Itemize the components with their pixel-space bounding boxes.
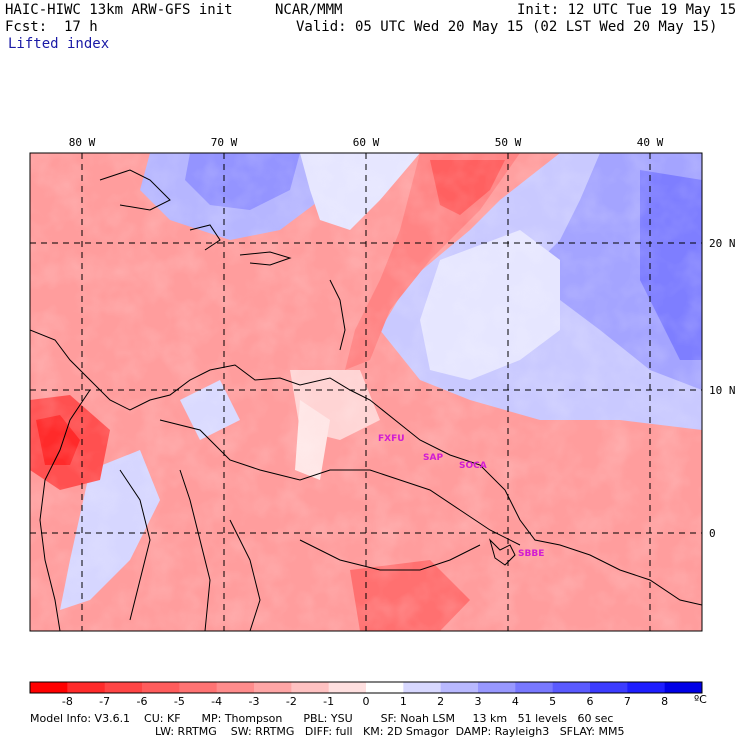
colorbar-swatch [216,682,255,693]
colorbar-tick-label: -4 [211,695,223,708]
colorbar-tick-label: 6 [586,695,594,708]
model-title: HAIC-HIWC 13km ARW-GFS init [5,2,233,18]
colorbar-swatch [552,682,591,693]
lon-label: 50 W [495,136,522,149]
colorbar-tick-label: 8 [661,695,669,708]
colorbar-swatch [30,682,68,693]
colorbar-tick-label: 1 [399,695,407,708]
colorbar-tick-label: 2 [437,695,445,708]
colorbar-swatch [440,682,479,693]
colorbar-tick-label: -7 [99,695,111,708]
colorbar-swatch [254,682,292,693]
colorbar-swatch [664,682,703,693]
colorbar-swatch [403,682,442,693]
model-info-line2: LW: RRTMG SW: RRTMG DIFF: full KM: 2D Sm… [155,725,625,738]
coastlines [30,169,702,631]
colorbar-tick-label: -6 [136,695,148,708]
station-label: SBBE [518,549,544,559]
colorbar-swatch [67,682,106,693]
colorbar-swatch [515,682,554,693]
colorbar-tick-label: 3 [474,695,482,708]
colorbar-tick-label: -2 [285,695,297,708]
station-label: SOCA [459,461,487,471]
lat-label: 0 [709,527,716,540]
lat-label: 10 N [709,384,736,397]
model-info-line1: Model Info: V3.6.1 CU: KF MP: Thompson P… [30,712,614,725]
colorbar-swatch [366,682,404,693]
station-label: FXFU [378,434,405,444]
colorbar-swatch [627,682,666,693]
lon-label: 80 W [69,136,96,149]
colorbar-swatch [142,682,180,693]
colorbar [29,681,703,694]
colorbar-swatch [328,682,367,693]
colorbar-tick-label: -5 [173,695,185,708]
map-frame [29,152,703,632]
colorbar-swatch [104,682,143,693]
colorbar-swatch [590,682,628,693]
lon-label: 70 W [211,136,238,149]
valid-time: Valid: 05 UTC Wed 20 May 15 (02 LST Wed … [296,19,718,35]
colorbar-tick-label: -1 [323,695,335,708]
colorbar-tick-label: 4 [511,695,519,708]
colorbar-border [29,681,703,694]
lon-label: 40 W [637,136,664,149]
colorbar-tick-label: 5 [549,695,557,708]
forecast-label: Fcst: [5,19,48,35]
colorbar-tick-label: 0 [362,695,370,708]
org-label: NCAR/MMM [275,2,343,18]
colorbar-swatch [179,682,218,693]
colorbar-unit: ºC [694,693,707,706]
graticule [30,153,702,631]
lat-label: 20 N [709,237,736,250]
colorbar-swatch [478,682,516,693]
colorbar-tick-label: -3 [248,695,260,708]
init-time: Init: 12 UTC Tue 19 May 15 [517,2,737,18]
forecast-hour: 17 h [64,19,98,35]
station-label: SAP [423,453,443,463]
colorbar-tick-label: 7 [623,695,631,708]
lon-label: 60 W [353,136,380,149]
colorbar-swatch [291,682,330,693]
field-name: Lifted index [8,36,110,52]
colorbar-tick-label: -8 [61,695,73,708]
